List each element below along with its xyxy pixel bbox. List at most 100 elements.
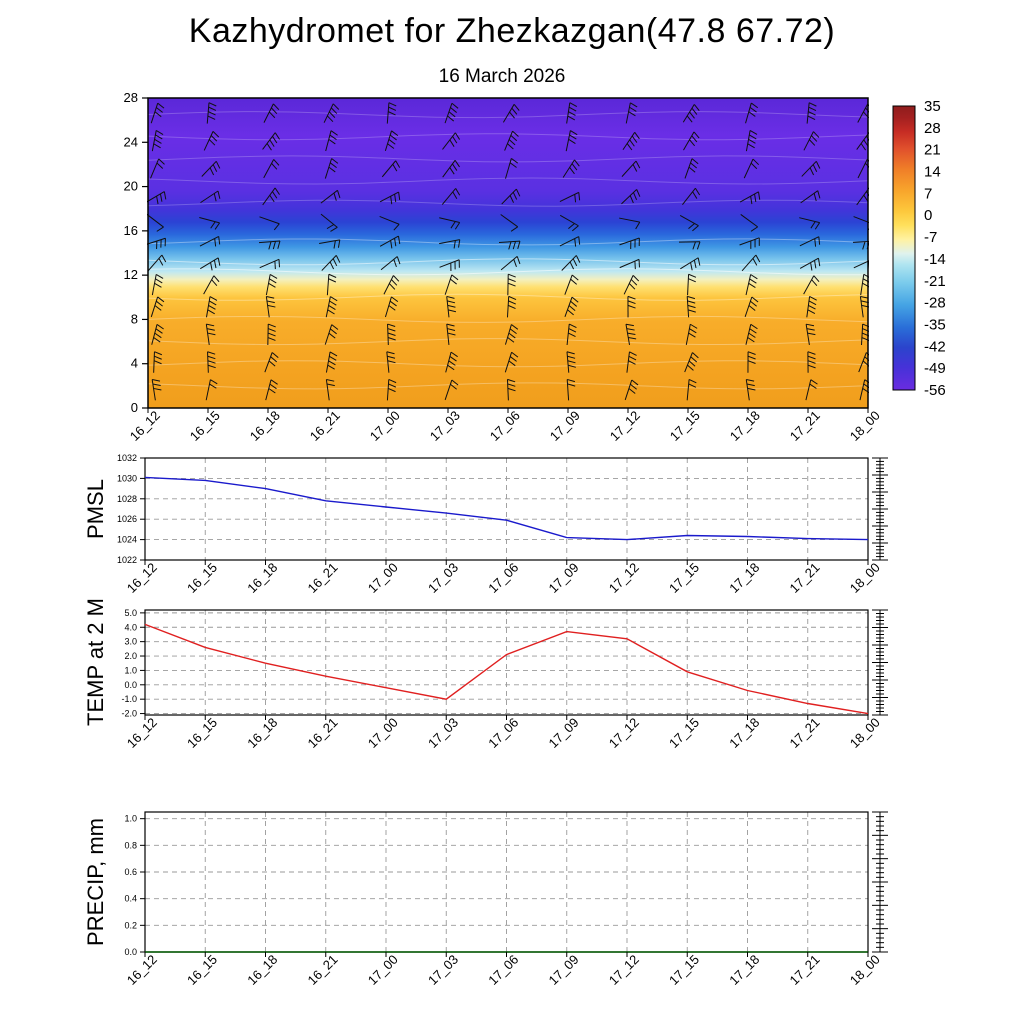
y-tick-label: 5.0 [124, 608, 137, 618]
time-tick-label: 17_09 [547, 408, 583, 444]
wind-barbs [147, 102, 869, 401]
time-tick-label: 16_21 [307, 408, 343, 444]
y-tick-label: 0.0 [124, 680, 137, 690]
y-tick-label: 2.0 [124, 651, 137, 661]
temp-chart-line [144, 623, 869, 715]
page-title: Kazhydromet for Zhezkazgan(47.8 67.72) [188, 12, 836, 50]
time-tick-label: 17_12 [607, 408, 643, 444]
time-tick-label: 17_21 [787, 408, 823, 444]
precip-chart: 0.0 0.2 0.4 0.6 0.8 1.0 16_12 16_15 16_18 16_21 17… [124, 811, 888, 988]
time-tick-label: 17_12 [606, 715, 642, 751]
time-tick-label: 16_15 [187, 408, 223, 444]
height-tick-label: 16 [124, 223, 138, 238]
time-tick-label: 17_15 [666, 560, 702, 596]
y-tick-label: 0.4 [124, 894, 137, 904]
y-tick-label: 1028 [117, 494, 137, 504]
time-tick-label: 17_00 [365, 952, 401, 988]
temp-chart: -2.0 -1.0 0.0 1.0 2.0 3.0 4.0 5.0 16_12 16_15 16_1… [121, 608, 888, 751]
height-tick-label: 0 [131, 400, 138, 415]
time-tick-label: 16_15 [184, 560, 220, 596]
colorbar-label: -7 [924, 229, 937, 246]
colorbar-label: 7 [924, 185, 932, 202]
colorbar-label: 0 [924, 207, 932, 224]
height-tick-label: 8 [131, 311, 138, 326]
y-tick-label: 1026 [117, 514, 137, 524]
colorbar-label: -49 [924, 360, 946, 377]
time-tick-label: 17_21 [786, 560, 822, 596]
time-tick-label: 17_06 [485, 952, 521, 988]
time-tick-label: 17_18 [727, 408, 763, 444]
time-tick-label: 16_18 [244, 952, 280, 988]
y-tick-label: 1030 [117, 473, 137, 483]
colorbar: 35 28 21 14 7 0 -7 -14 -21 -28 -35 -42 -49 -56 [892, 98, 946, 399]
time-tick-label: 16_21 [304, 952, 340, 988]
time-tick-label: 17_06 [487, 408, 523, 444]
time-tick-label: 18_00 [847, 560, 883, 596]
time-tick-label: 17_21 [786, 952, 822, 988]
pmsl-chart-line [144, 476, 869, 541]
colorbar-label: -56 [924, 382, 946, 399]
y-tick-label: 0.6 [124, 867, 137, 877]
colorbar-label: 35 [924, 98, 941, 115]
time-tick-label: 17_03 [425, 715, 461, 751]
colorbar-label: 21 [924, 142, 941, 159]
time-tick-label: 16_15 [184, 715, 220, 751]
y-tick-label: 3.0 [124, 637, 137, 647]
time-tick-label: 16_18 [244, 560, 280, 596]
time-tick-label: 17_15 [667, 408, 703, 444]
y-tick-label: 0.8 [124, 840, 137, 850]
time-tick-label: 16_12 [124, 715, 160, 751]
time-tick-label: 17_15 [666, 952, 702, 988]
y-tick-label: 0.2 [124, 920, 137, 930]
colorbar-label: 14 [924, 164, 941, 181]
time-tick-label: 17_06 [485, 715, 521, 751]
time-tick-label: 16_18 [247, 408, 283, 444]
time-tick-label: 17_09 [545, 560, 581, 596]
height-tick-label: 24 [124, 134, 138, 149]
y-tick-label: 1024 [117, 535, 137, 545]
height-tick-label: 4 [131, 356, 138, 371]
time-tick-label: 17_21 [786, 715, 822, 751]
time-tick-label: 18_00 [847, 408, 883, 444]
time-tick-label: 17_00 [365, 715, 401, 751]
time-tick-label: 16_21 [304, 715, 340, 751]
time-tick-label: 16_21 [304, 560, 340, 596]
y-tick-label: -2.0 [121, 709, 137, 719]
time-tick-label: 17_00 [367, 408, 403, 444]
time-tick-label: 16_12 [124, 560, 160, 596]
time-tick-label: 18_00 [847, 952, 883, 988]
y-tick-label: 1.0 [124, 665, 137, 675]
time-tick-label: 16_18 [244, 715, 280, 751]
time-tick-label: 17_09 [545, 715, 581, 751]
time-tick-label: 17_12 [606, 560, 642, 596]
time-tick-label: 17_18 [726, 952, 762, 988]
colorbar-label: 28 [924, 120, 941, 137]
time-tick-label: 17_03 [427, 408, 463, 444]
colorbar-label: -28 [924, 295, 946, 312]
colorbar-label: -21 [924, 273, 946, 290]
y-tick-label: 1.0 [124, 814, 137, 824]
y-tick-label: 1022 [117, 555, 137, 565]
height-tick-label: 28 [124, 90, 138, 105]
colorbar-label: -42 [924, 338, 946, 355]
time-tick-label: 16_12 [124, 952, 160, 988]
time-tick-label: 17_18 [726, 560, 762, 596]
time-tick-label: 17_18 [726, 715, 762, 751]
time-tick-label: 18_00 [847, 715, 883, 751]
height-tick-label: 20 [124, 179, 138, 194]
time-tick-label: 17_06 [485, 560, 521, 596]
time-tick-label: 17_03 [425, 560, 461, 596]
y-tick-label: 4.0 [124, 622, 137, 632]
time-tick-label: 17_03 [425, 952, 461, 988]
time-tick-label: 16_15 [184, 952, 220, 988]
colorbar-label: -35 [924, 316, 946, 333]
time-tick-label: 17_00 [365, 560, 401, 596]
time-tick-label: 17_09 [545, 952, 581, 988]
colorbar-label: -14 [924, 251, 946, 268]
y-tick-label: 1032 [117, 453, 137, 463]
pmsl-chart: 1022 1024 1026 1028 1030 1032 16_12 16_15 16_18 1… [117, 453, 888, 596]
time-tick-label: 17_12 [606, 952, 642, 988]
y-tick-label: -1.0 [121, 694, 137, 704]
